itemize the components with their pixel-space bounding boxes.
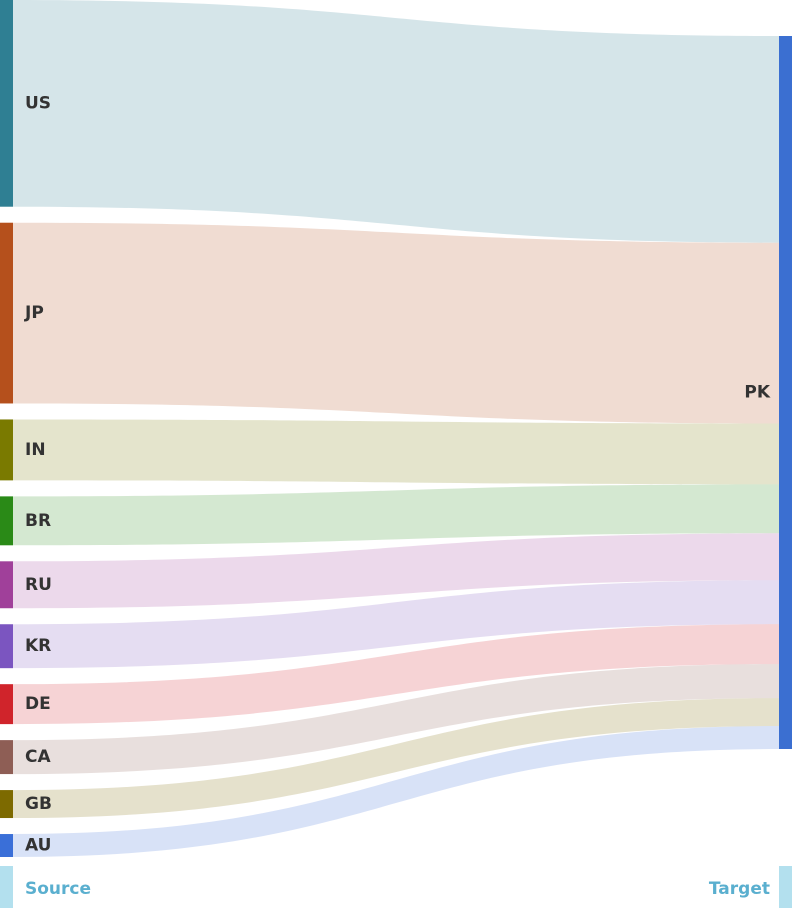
source-node <box>0 684 13 725</box>
source-label: JP <box>24 303 44 323</box>
target-label: PK <box>744 383 770 403</box>
source-node <box>0 0 13 207</box>
source-column-marker <box>0 866 13 908</box>
link <box>13 419 779 485</box>
source-label: CA <box>25 747 51 767</box>
source-label: DE <box>25 694 51 714</box>
source-node <box>0 419 13 481</box>
link <box>13 0 779 243</box>
source-column-label: Source <box>25 879 91 899</box>
source-node <box>0 561 13 609</box>
link <box>13 222 779 424</box>
source-label: US <box>25 93 51 113</box>
source-node <box>0 740 13 775</box>
source-label: BR <box>25 511 51 531</box>
link <box>13 533 779 609</box>
source-node <box>0 790 13 819</box>
source-label: AU <box>25 836 51 856</box>
target-column-label: Target <box>709 879 770 899</box>
link <box>13 484 779 546</box>
source-label: IN <box>25 440 46 460</box>
target-column-marker <box>779 866 792 908</box>
link <box>13 624 779 725</box>
source-label: RU <box>25 575 52 595</box>
source-node <box>0 496 13 546</box>
source-node <box>0 222 13 404</box>
source-node <box>0 624 13 669</box>
source-label: KR <box>25 636 51 656</box>
source-label: GB <box>25 794 52 814</box>
source-node <box>0 834 13 857</box>
link <box>13 726 779 857</box>
link <box>13 580 779 669</box>
link <box>13 698 779 819</box>
link <box>13 664 779 775</box>
target-node <box>779 36 792 749</box>
